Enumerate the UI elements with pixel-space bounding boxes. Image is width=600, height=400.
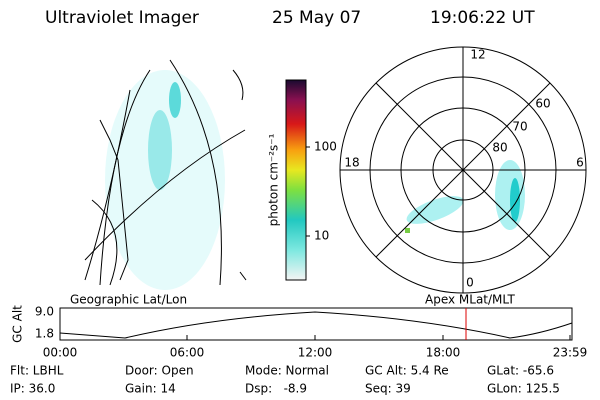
mlt-label: 18 — [344, 156, 359, 170]
alt-curve — [59, 311, 573, 339]
alt-tick-label: 9.0 — [35, 305, 54, 319]
info-field: Flt: LBHL — [10, 364, 64, 378]
colorbar — [285, 79, 307, 281]
time-label: 23:59 — [553, 346, 588, 360]
lat-label: 70 — [512, 120, 527, 134]
alt-axis-label: GC Alt — [11, 305, 25, 343]
colorbar-tick-label: 10 — [314, 229, 329, 243]
alt-tick-label: 1.8 — [35, 327, 54, 341]
title: Ultraviolet Imager — [45, 8, 199, 28]
left-label: Geographic Lat/Lon — [70, 293, 187, 307]
alt-frame — [59, 307, 573, 341]
info-field: Dsp: -8.9 — [245, 382, 307, 396]
date: 25 May 07 — [272, 8, 361, 28]
lat-label: 60 — [535, 97, 550, 111]
info-field: Seq: 39 — [365, 382, 411, 396]
info-field: IP: 36.0 — [10, 382, 55, 396]
mlt-label: 6 — [576, 156, 584, 170]
time-label: 12:00 — [298, 346, 333, 360]
mlt-label: 12 — [470, 48, 485, 62]
colorbar-label: photon cm⁻²s⁻¹ — [267, 133, 281, 226]
info-field: Door: Open — [125, 364, 194, 378]
mlt-label: 0 — [466, 276, 474, 290]
map-image — [84, 59, 247, 290]
lat-label: 80 — [492, 141, 507, 155]
time-label: 18:00 — [426, 346, 461, 360]
right-label: Apex MLat/MLT — [425, 293, 515, 307]
time-label: 06:00 — [170, 346, 205, 360]
time-label: 00:00 — [43, 346, 78, 360]
info-field: GLon: 125.5 — [487, 382, 560, 396]
info-field: Mode: Normal — [245, 364, 329, 378]
info-field: GLat: -65.6 — [487, 364, 554, 378]
info-field: GC Alt: 5.4 Re — [365, 364, 449, 378]
time: 19:06:22 UT — [430, 8, 535, 28]
colorbar-tick-label: 100 — [314, 140, 337, 154]
polar-plot — [339, 46, 587, 294]
info-field: Gain: 14 — [125, 382, 176, 396]
